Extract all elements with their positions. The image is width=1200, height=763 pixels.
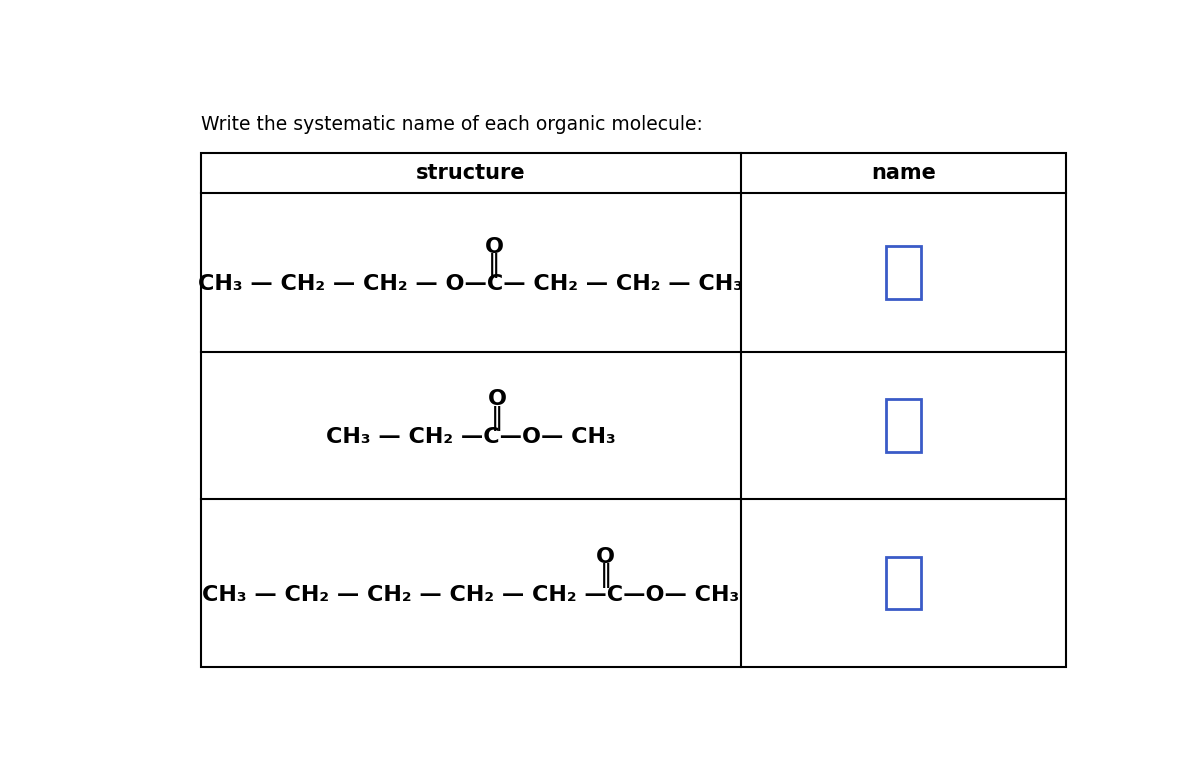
Text: CH₃ — CH₂ — CH₂ — CH₂ — CH₂ —C—O— CH₃: CH₃ — CH₂ — CH₂ — CH₂ — CH₂ —C—O— CH₃ xyxy=(203,584,739,605)
Text: CH₃ — CH₂ —C—O— CH₃: CH₃ — CH₂ —C—O— CH₃ xyxy=(326,427,616,447)
Bar xyxy=(202,153,1066,668)
Bar xyxy=(886,246,920,299)
Text: name: name xyxy=(871,163,936,183)
Bar xyxy=(886,399,920,452)
Text: CH₃ — CH₂ — CH₂ — O—C— CH₂ — CH₂ — CH₃: CH₃ — CH₂ — CH₂ — O—C— CH₂ — CH₂ — CH₃ xyxy=(198,274,743,295)
Bar xyxy=(886,556,920,610)
Text: ‖: ‖ xyxy=(488,253,500,278)
Text: O: O xyxy=(596,547,616,567)
Text: ‖: ‖ xyxy=(600,563,612,588)
Text: O: O xyxy=(485,237,504,256)
Text: Write the systematic name of each organic molecule:: Write the systematic name of each organi… xyxy=(202,115,703,134)
Text: structure: structure xyxy=(416,163,526,183)
Text: ‖: ‖ xyxy=(491,406,503,431)
Text: O: O xyxy=(487,389,506,410)
